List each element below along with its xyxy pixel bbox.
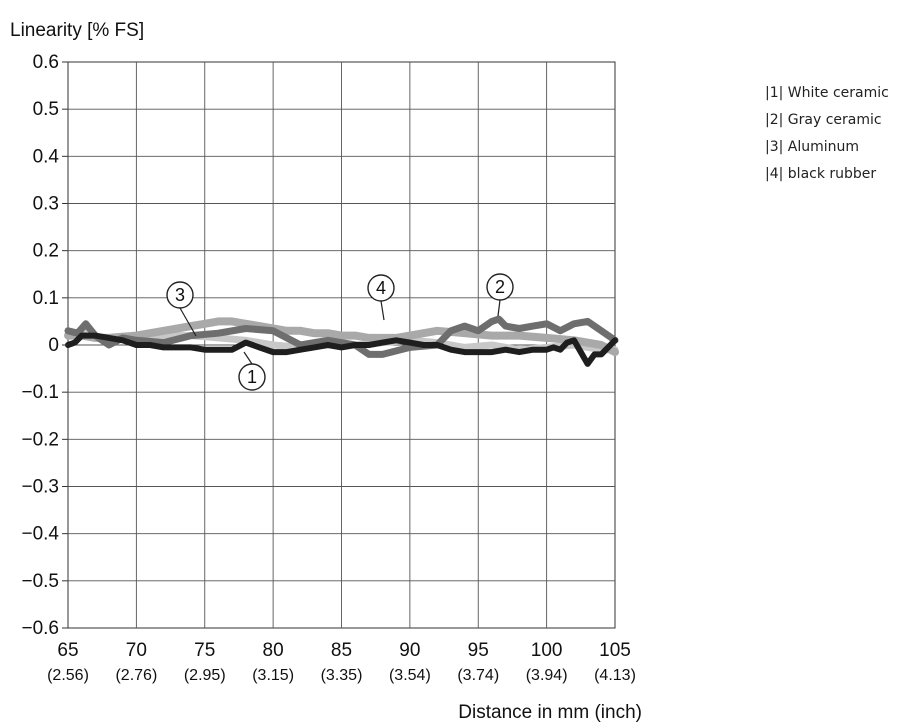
chart-series xyxy=(64,315,619,367)
series-line-3 xyxy=(64,317,619,357)
callout-circle xyxy=(367,274,395,302)
y-tick-label: −0.6 xyxy=(21,618,59,639)
callout-leader xyxy=(179,307,197,337)
x-tick-sublabel: (2.56) xyxy=(47,667,89,684)
callout-leader xyxy=(497,299,501,317)
chart-ticks: 0.6 0.5 0.4 0.3 0.2 0.1 0 −0.1 −0.2 −0.3 −0.4 −0.5 −… xyxy=(21,52,635,684)
x-tick-sublabel: (3.74) xyxy=(457,667,499,684)
y-tick-label: −0.3 xyxy=(21,477,59,498)
x-tick-sublabel: (3.94) xyxy=(526,667,568,684)
y-tick-label: 0 xyxy=(48,335,59,356)
y-tick-label: 0.1 xyxy=(33,288,59,309)
callout-circle xyxy=(166,281,194,309)
x-tick-sublabel: (2.95) xyxy=(184,667,226,684)
x-tick-label: 65 xyxy=(57,640,78,661)
x-tick-sublabel: (3.15) xyxy=(252,667,294,684)
callout-leader xyxy=(380,300,385,321)
y-tick-label: 0.5 xyxy=(33,99,59,120)
y-axis-title: Linearity [% FS] xyxy=(10,20,144,41)
x-tick-sublabel: (2.76) xyxy=(115,667,157,684)
legend-item-aluminum: |3| Aluminum xyxy=(765,139,860,155)
x-tick-label: 80 xyxy=(263,640,284,661)
callout-label: 2 xyxy=(495,277,505,297)
legend-item-white-ceramic: |1| White ceramic xyxy=(765,85,889,101)
y-tick-label: −0.5 xyxy=(21,571,59,592)
callout-circle xyxy=(486,273,514,301)
callout-label: 1 xyxy=(247,367,257,387)
y-tick-label: 0.3 xyxy=(33,194,59,215)
x-tick-label: 75 xyxy=(194,640,215,661)
x-tick-sublabel: (4.13) xyxy=(594,667,636,684)
series-line-4 xyxy=(65,332,618,367)
x-axis-title: Distance in mm (inch) xyxy=(458,702,642,723)
x-tick-label: 100 xyxy=(531,640,563,661)
y-tick-label: 0.2 xyxy=(33,241,59,262)
y-tick-label: 0.4 xyxy=(33,146,60,167)
legend: |1| White ceramic |2| Gray ceramic |3| A… xyxy=(765,80,889,188)
y-tick-label: 0.6 xyxy=(33,52,59,73)
chart-callouts: 1 2 3 4 xyxy=(166,273,514,391)
legend-item-gray-ceramic: |2| Gray ceramic xyxy=(765,112,882,128)
y-tick-label: −0.2 xyxy=(21,429,59,450)
callout-circle xyxy=(238,363,266,391)
x-tick-label: 90 xyxy=(399,640,420,661)
x-tick-sublabel: (3.35) xyxy=(321,667,363,684)
x-tick-label: 95 xyxy=(468,640,489,661)
x-tick-sublabel: (3.54) xyxy=(389,667,431,684)
x-tick-label: 105 xyxy=(599,640,631,661)
callout-label: 4 xyxy=(376,278,386,298)
callout-leader xyxy=(243,351,253,365)
legend-item-black-rubber: |4| black rubber xyxy=(765,166,877,182)
y-tick-label: −0.4 xyxy=(21,524,59,545)
x-tick-label: 70 xyxy=(126,640,147,661)
y-tick-label: −0.1 xyxy=(21,382,59,403)
x-tick-label: 85 xyxy=(331,640,352,661)
callout-label: 3 xyxy=(175,285,185,305)
